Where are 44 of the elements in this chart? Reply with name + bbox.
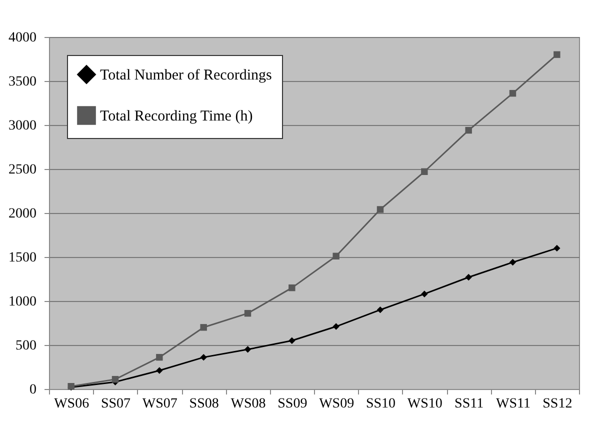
legend-label: Total Number of Recordings	[100, 68, 272, 84]
y-tick-label: 4000	[8, 30, 36, 46]
point	[465, 126, 472, 134]
point	[156, 354, 163, 361]
y-tick-label: 1000	[8, 294, 36, 310]
y-tick-label: 3000	[8, 118, 36, 134]
point	[112, 376, 119, 383]
point	[244, 346, 252, 353]
y-tick-label: 1500	[8, 250, 36, 266]
point	[332, 323, 340, 330]
point	[288, 337, 296, 344]
point	[332, 252, 340, 260]
point	[376, 306, 384, 314]
y-tick-label: 2000	[8, 206, 36, 222]
point	[465, 274, 472, 281]
point	[554, 244, 560, 252]
y-tick-label: 2500	[8, 162, 36, 178]
y-tick-label: 0	[30, 382, 36, 398]
point	[244, 310, 252, 317]
x-tick-label: WS11	[496, 396, 530, 412]
point	[200, 354, 207, 361]
x-tick-label: SS10	[366, 396, 396, 412]
point	[421, 168, 428, 175]
point	[421, 290, 428, 298]
point	[509, 90, 516, 97]
y-tick-label: 500	[16, 338, 36, 354]
point	[554, 51, 560, 58]
x-tick-label: WS10	[407, 396, 442, 412]
x-tick-label: WS06	[54, 396, 90, 412]
x-tick-label: WS08	[230, 396, 266, 412]
x-tick-label: SS11	[454, 396, 484, 412]
x-tick-label: SS12	[542, 396, 572, 412]
point	[200, 324, 207, 331]
x-tick-label: SS07	[100, 396, 131, 412]
point	[156, 367, 163, 374]
x-tick-label: WS07	[142, 396, 178, 412]
point	[509, 258, 516, 266]
x-tick-label: WS09	[319, 396, 354, 412]
point	[288, 284, 296, 292]
point	[376, 206, 384, 213]
y-tick-label: 3500	[8, 74, 36, 90]
x-tick-label: SS08	[189, 396, 219, 412]
legend-label: Total Recording Time (h)	[100, 108, 253, 124]
x-tick-label: SS09	[278, 396, 308, 412]
